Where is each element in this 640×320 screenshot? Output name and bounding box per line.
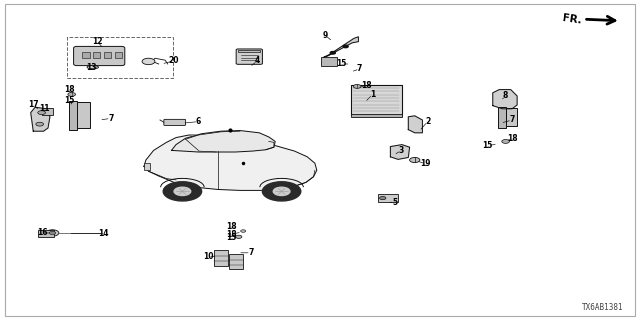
Text: 7: 7 xyxy=(108,114,113,123)
Bar xyxy=(351,85,402,115)
Ellipse shape xyxy=(87,66,99,69)
FancyBboxPatch shape xyxy=(236,49,262,64)
Bar xyxy=(38,230,54,237)
Circle shape xyxy=(380,196,386,200)
Text: 2: 2 xyxy=(425,117,430,126)
Text: 7: 7 xyxy=(357,64,362,73)
Polygon shape xyxy=(31,107,50,131)
Text: 13: 13 xyxy=(86,63,97,72)
Text: 10: 10 xyxy=(203,252,213,261)
Circle shape xyxy=(36,122,44,126)
Text: 5: 5 xyxy=(392,198,397,207)
Bar xyxy=(104,52,111,58)
Text: 11: 11 xyxy=(40,104,50,113)
Bar xyxy=(42,108,53,115)
Circle shape xyxy=(343,45,348,48)
Circle shape xyxy=(163,182,202,201)
Circle shape xyxy=(502,140,509,143)
Text: 8: 8 xyxy=(503,92,508,100)
Text: 15: 15 xyxy=(483,141,493,150)
Text: 18: 18 xyxy=(507,134,517,143)
Circle shape xyxy=(142,58,155,65)
Circle shape xyxy=(353,84,361,88)
Text: 7: 7 xyxy=(509,116,515,124)
Circle shape xyxy=(330,52,335,54)
Polygon shape xyxy=(408,116,422,133)
Text: 4: 4 xyxy=(255,56,260,65)
Bar xyxy=(144,163,150,170)
Bar xyxy=(69,101,77,130)
FancyBboxPatch shape xyxy=(74,46,125,66)
Bar xyxy=(498,107,506,128)
Circle shape xyxy=(410,157,420,163)
Text: 18: 18 xyxy=(227,222,237,231)
Text: TX6AB1381: TX6AB1381 xyxy=(582,303,624,312)
Bar xyxy=(93,52,100,58)
Text: 16: 16 xyxy=(37,228,47,237)
Text: FR.: FR. xyxy=(562,13,582,26)
Bar xyxy=(67,37,173,78)
Circle shape xyxy=(236,235,242,238)
Circle shape xyxy=(49,231,56,235)
Text: 15: 15 xyxy=(227,233,237,242)
Text: 18: 18 xyxy=(64,85,74,94)
Text: 12: 12 xyxy=(92,37,102,46)
Text: 15: 15 xyxy=(64,96,74,105)
Polygon shape xyxy=(390,145,410,159)
Bar xyxy=(115,52,122,58)
Text: 14: 14 xyxy=(99,229,109,238)
Bar xyxy=(82,52,90,58)
Bar xyxy=(378,194,398,202)
Circle shape xyxy=(46,230,59,236)
Bar xyxy=(351,114,402,117)
Text: 17: 17 xyxy=(28,100,38,109)
Text: 7: 7 xyxy=(248,248,253,257)
Text: 9: 9 xyxy=(323,31,328,40)
Text: 18: 18 xyxy=(361,81,371,90)
Circle shape xyxy=(262,182,301,201)
Text: 1: 1 xyxy=(370,90,375,99)
Text: 19: 19 xyxy=(420,159,431,168)
Circle shape xyxy=(241,230,246,232)
Text: 18: 18 xyxy=(227,230,237,239)
Circle shape xyxy=(38,111,45,115)
Bar xyxy=(77,102,90,128)
Circle shape xyxy=(273,187,290,196)
Bar xyxy=(506,108,517,126)
Bar xyxy=(238,50,260,52)
FancyBboxPatch shape xyxy=(164,119,186,125)
Text: 6: 6 xyxy=(196,117,201,126)
Polygon shape xyxy=(493,90,517,109)
Bar xyxy=(229,254,243,269)
Polygon shape xyxy=(144,135,317,190)
Circle shape xyxy=(174,187,191,196)
Polygon shape xyxy=(172,131,275,152)
Bar xyxy=(214,250,228,266)
Text: 3: 3 xyxy=(399,146,404,155)
Circle shape xyxy=(68,92,76,96)
Polygon shape xyxy=(323,37,358,58)
Bar xyxy=(321,57,337,66)
Text: 15: 15 xyxy=(336,60,346,68)
Text: 20: 20 xyxy=(169,56,179,65)
